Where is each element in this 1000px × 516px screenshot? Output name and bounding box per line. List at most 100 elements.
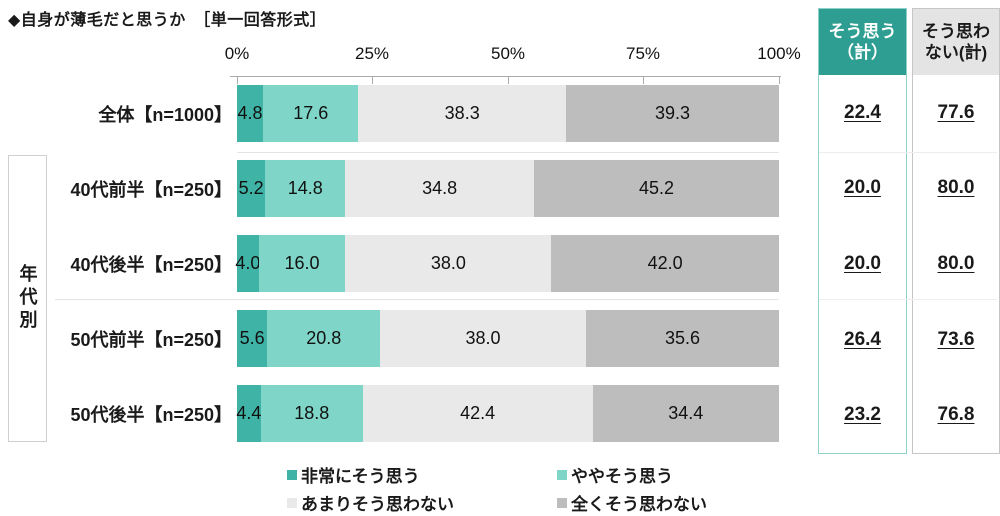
- legend-item-strongly-disagree: 全くそう思わない: [557, 490, 707, 515]
- summary-value: 76.8: [937, 404, 975, 426]
- x-tick-50: [508, 76, 509, 84]
- bar-segment-strongly-disagree: 39.3: [565, 85, 779, 142]
- x-tick-75: [643, 76, 644, 84]
- bar-row-zentai: 4.8 17.6 38.3 39.3: [237, 85, 779, 142]
- bar-segment-strongly-agree: 4.4: [236, 385, 262, 442]
- segment-value: 42.4: [460, 403, 496, 423]
- bar-row-50-zenhan: 5.6 20.8 38.0 35.6: [237, 310, 779, 367]
- row-label-40-zenhan: 40代前半【n=250】: [70, 179, 232, 200]
- summary-value: 77.6: [937, 101, 975, 123]
- bar-segment-strongly-agree: 4.8: [237, 85, 264, 142]
- segment-value: 38.3: [444, 103, 480, 123]
- segment-value: 5.2: [238, 178, 264, 198]
- legend-item-agree: ややそう思う: [557, 462, 673, 487]
- bar-segment-disagree: 38.0: [380, 310, 587, 367]
- summary-header-disagree-line2: ない(計): [924, 43, 988, 62]
- bar-segment-strongly-disagree: 35.6: [586, 310, 779, 367]
- summary-value: 23.2: [844, 404, 881, 426]
- bar-segment-disagree: 38.0: [345, 235, 552, 292]
- summary-value: 26.4: [844, 328, 881, 350]
- summary-value: 73.6: [937, 328, 975, 350]
- summary-header-agree-line2: （計）: [837, 43, 888, 62]
- summary-cell: 22.4: [819, 75, 906, 151]
- summary-header-agree: そう思う （計）: [819, 9, 906, 75]
- bar-segment-agree: 20.8: [267, 310, 381, 367]
- group-separator-top: [237, 152, 779, 153]
- segment-value: 4.4: [236, 403, 262, 423]
- segment-value: 42.0: [647, 253, 683, 273]
- x-axis-line: [230, 76, 781, 77]
- segment-value: 16.0: [284, 253, 320, 273]
- x-tick-label-0: 0%: [224, 44, 250, 63]
- bar-segment-strongly-agree: 5.6: [237, 310, 268, 367]
- legend-swatch-strongly-agree: [287, 469, 297, 480]
- bar-segment-agree: 14.8: [265, 160, 346, 217]
- segment-value: 4.8: [237, 103, 263, 123]
- legend-swatch-disagree: [287, 497, 297, 508]
- summary-cell: 23.2: [819, 377, 906, 453]
- segment-value: 39.3: [654, 103, 690, 123]
- row-label-40-kouhan: 40代後半【n=250】: [70, 254, 232, 275]
- segment-value: 38.0: [465, 328, 501, 348]
- bar-segment-disagree: 42.4: [362, 385, 593, 442]
- x-tick-label-75: 75%: [625, 44, 661, 63]
- summary-cell: 73.6: [913, 302, 999, 378]
- bar-segment-strongly-agree: 4.0: [235, 235, 261, 292]
- summary-cell: 77.6: [913, 75, 999, 151]
- segment-value: 4.0: [235, 253, 261, 273]
- group-separator-top-cols: [819, 152, 997, 153]
- summary-cell: 26.4: [819, 302, 906, 378]
- x-tick-label-25: 25%: [354, 44, 390, 63]
- summary-header-agree-line1: そう思う: [828, 22, 897, 41]
- x-tick-25: [372, 76, 373, 84]
- summary-cell: 20.0: [819, 226, 906, 302]
- summary-value: 20.0: [844, 252, 881, 274]
- bar-segment-strongly-disagree: 45.2: [533, 160, 779, 217]
- summary-value: 20.0: [844, 177, 881, 199]
- segment-value: 38.0: [430, 253, 466, 273]
- x-tick-label-100: 100%: [757, 44, 801, 63]
- bar-segment-strongly-disagree: 34.4: [592, 385, 779, 442]
- segment-value: 17.6: [293, 103, 329, 123]
- row-label-zentai: 全体【n=1000】: [98, 104, 232, 125]
- legend-item-strongly-agree: 非常にそう思う: [287, 462, 420, 487]
- summary-cell: 80.0: [913, 226, 999, 302]
- legend-swatch-agree: [557, 469, 567, 480]
- bar-row-50-kouhan: 4.4 18.8 42.4 34.4: [236, 385, 779, 442]
- bar-segment-strongly-agree: 5.2: [237, 160, 266, 217]
- summary-cell: 76.8: [913, 377, 999, 453]
- summary-column-disagree: そう思わ ない(計) 77.6 80.0 80.0 73.6 76.8: [912, 8, 1000, 454]
- age-group-box: 年代別: [8, 155, 47, 442]
- x-tick-0: [237, 76, 238, 84]
- summary-body-agree: 22.4 20.0 20.0 26.4 23.2: [819, 75, 906, 453]
- bar-row-40-zenhan: 5.2 14.8 34.8 45.2: [237, 160, 779, 217]
- summary-header-disagree: そう思わ ない(計): [913, 9, 999, 75]
- group-separator-mid: [55, 299, 779, 300]
- legend-swatch-strongly-disagree: [557, 497, 567, 508]
- row-label-50-zenhan: 50代前半【n=250】: [70, 329, 232, 350]
- bar-segment-disagree: 34.8: [345, 160, 534, 217]
- segment-value: 20.8: [306, 328, 342, 348]
- segment-value: 45.2: [638, 178, 674, 198]
- x-tick-label-50: 50%: [490, 44, 526, 63]
- bar-segment-agree: 18.8: [260, 385, 363, 442]
- legend-label-disagree: あまりそう思わない: [301, 495, 454, 514]
- summary-value: 80.0: [937, 252, 975, 274]
- summary-cell: 80.0: [913, 151, 999, 227]
- segment-value: 5.6: [239, 328, 265, 348]
- bar-segment-disagree: 38.3: [358, 85, 566, 142]
- summary-value: 22.4: [844, 101, 881, 123]
- segment-value: 34.4: [668, 403, 704, 423]
- legend-label-strongly-disagree: 全くそう思わない: [571, 495, 707, 514]
- segment-value: 35.6: [664, 328, 701, 348]
- summary-body-disagree: 77.6 80.0 80.0 73.6 76.8: [913, 75, 999, 453]
- chart-title: ◆自身が薄毛だと思うか ［単一回答形式］: [8, 12, 327, 29]
- segment-value: 34.8: [422, 178, 458, 198]
- bar-segment-agree: 17.6: [263, 85, 359, 142]
- bar-row-40-kouhan: 4.0 16.0 38.0 42.0: [235, 235, 779, 292]
- group-separator-mid-cols: [819, 299, 997, 300]
- segment-value: 14.8: [287, 178, 323, 198]
- age-group-label: 年代別: [17, 264, 38, 333]
- summary-header-disagree-line1: そう思わ: [922, 22, 990, 41]
